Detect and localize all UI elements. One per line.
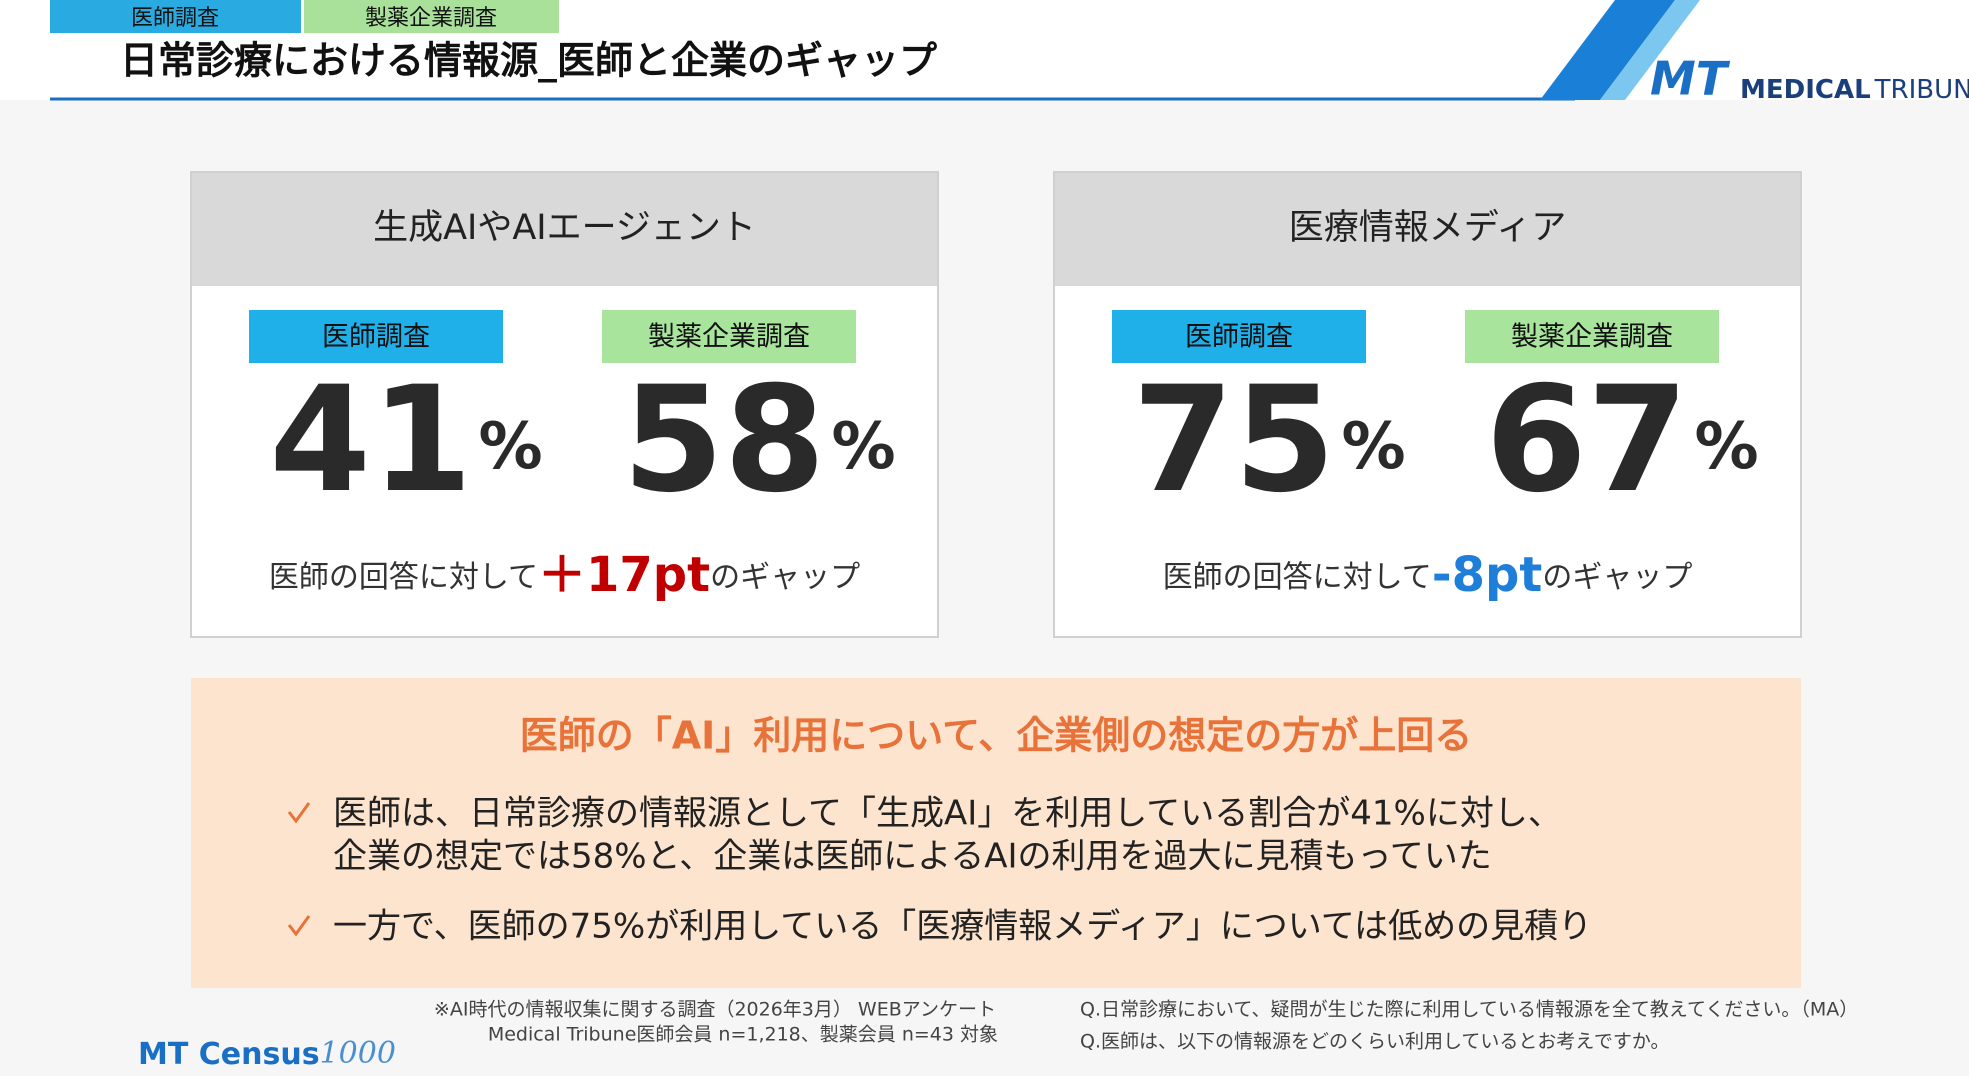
footer-logo-name: MT Census — [138, 1037, 320, 1072]
tag-box — [50, 0, 301, 33]
gap-value: -8pt — [1432, 547, 1543, 603]
check-icon — [287, 915, 311, 937]
tag-box — [304, 0, 559, 33]
panels: 生成AIやAIエージェント医師調査41%製薬企業調査58%医師の回答に対して＋1… — [190, 171, 1802, 638]
gap-value: ＋17pt — [538, 547, 710, 603]
bullet-text: 医師は、日常診療の情報源として「生成AI」を利用している割合が41%に対し、 — [333, 794, 1562, 834]
panel-title: 生成AIやAIエージェント — [373, 208, 756, 248]
page-title: 日常診療における情報源_医師と企業のギャップ — [120, 39, 937, 83]
item-unit: % — [1342, 410, 1406, 484]
logo-text-bold: MEDICAL — [1740, 75, 1871, 105]
summary-box — [191, 678, 1801, 988]
item-label: 医師調査 — [1185, 322, 1293, 353]
label-box — [1112, 310, 1366, 363]
tag: 医師調査 — [131, 6, 219, 31]
item-figure: 41% — [269, 355, 542, 525]
summary-heading: 医師の「AI」利用について、企業側の想定の方が上回る — [520, 714, 1473, 758]
gap-suffix: のギャップ — [710, 560, 860, 595]
panel-title: 医療情報メディア — [1289, 208, 1567, 248]
gap-suffix: のギャップ — [1542, 560, 1692, 595]
gap-line: 医師の回答に対して＋17ptのギャップ — [269, 547, 860, 603]
item-value: 58 — [622, 355, 825, 525]
item-unit: % — [479, 410, 543, 484]
item-label: 医師調査 — [322, 322, 430, 353]
tag: 製薬企業調査 — [365, 6, 497, 31]
logo-stripe — [1600, 0, 1700, 100]
item-unit: % — [1695, 410, 1759, 484]
logo-text: MEDICALTRIBUNE — [1740, 75, 1969, 105]
item-figure: 75% — [1132, 355, 1405, 525]
label-box — [1465, 310, 1719, 363]
item-figure: 58% — [622, 355, 895, 525]
bullet-text: 一方で、医師の75%が利用している「医療情報メディア」については低めの見積り — [333, 907, 1592, 947]
logo-stripe — [1540, 0, 1675, 100]
item-label: 製薬企業調査 — [648, 322, 810, 353]
item-value: 41 — [269, 355, 472, 525]
footnote: Q.日常診療において、疑問が生じた際に利用している情報源を全て教えてください。（… — [1080, 999, 1858, 1021]
item-unit: % — [832, 410, 896, 484]
item-value: 75 — [1132, 355, 1335, 525]
item-value: 67 — [1485, 355, 1688, 525]
panel-header — [1055, 173, 1800, 286]
gap-prefix: 医師の回答に対して — [269, 560, 538, 595]
footer-logo-number: 1000 — [320, 1036, 396, 1071]
gap-line: 医師の回答に対して-8ptのギャップ — [1163, 547, 1693, 603]
logo-text-light: TRIBUNE — [1874, 75, 1969, 105]
item-figure: 67% — [1485, 355, 1758, 525]
label-box — [602, 310, 856, 363]
footnote: Q.医師は、以下の情報源をどのくらい利用しているとお考えですか。 — [1080, 1031, 1669, 1053]
footnote: Medical Tribune医師会員 n=1,218、製薬会員 n=43 対象 — [488, 1024, 998, 1046]
check-icon — [287, 802, 311, 824]
panel-header — [192, 173, 937, 286]
bullet-text: 企業の想定では58%と、企業は医師によるAIの利用を過大に見積もっていた — [333, 837, 1492, 877]
item-label: 製薬企業調査 — [1511, 322, 1673, 353]
footnote: ※AI時代の情報収集に関する調査（2026年3月） WEBアンケート — [434, 999, 996, 1021]
logo-mark: MT — [1650, 52, 1731, 106]
label-box — [249, 310, 503, 363]
gap-prefix: 医師の回答に対して — [1163, 560, 1432, 595]
footer-logo: MT Census1000 — [138, 1036, 396, 1072]
